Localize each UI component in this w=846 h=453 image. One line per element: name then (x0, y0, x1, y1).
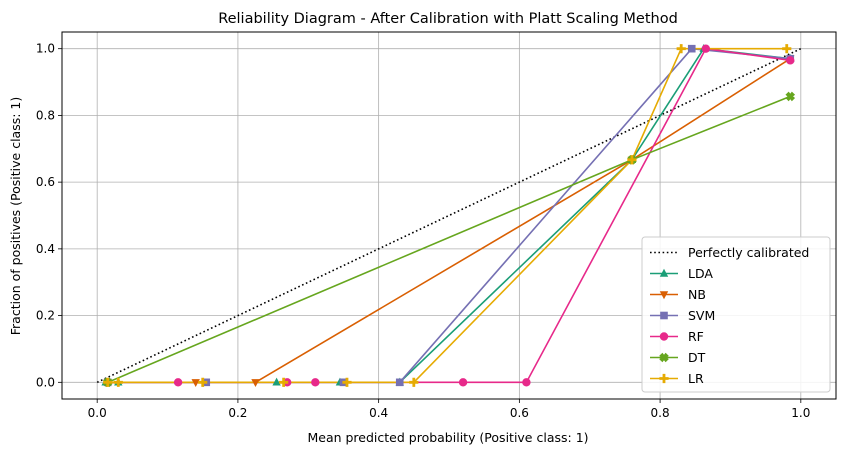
data-point-lr (676, 44, 686, 54)
x-tick-label: 0.0 (88, 406, 107, 420)
data-point-nb (191, 379, 200, 388)
legend-marker-nb (659, 291, 669, 300)
data-point-lr (782, 44, 792, 54)
x-tick-label: 0.4 (369, 406, 388, 420)
data-point-lr (113, 377, 123, 387)
y-tick-label: 0.8 (36, 108, 55, 122)
legend-marker-lda (659, 268, 669, 277)
data-point-svm (687, 44, 696, 53)
data-point-rf (701, 44, 711, 53)
data-point-lr (409, 377, 419, 387)
data-point-lr (103, 377, 113, 387)
data-point-lr (198, 377, 208, 387)
y-tick-label: 0.4 (36, 242, 55, 256)
y-tick-label: 0.6 (36, 175, 55, 189)
plot-frame (61, 31, 837, 400)
x-tick-label: 0.2 (228, 406, 247, 420)
x-axis-ticks: 0.0 0.2 0.4 0.6 0.8 1.0 (88, 399, 810, 420)
legend-marker-lr (659, 373, 669, 384)
legend-label-rf: RF (688, 329, 704, 344)
x-tick-label: 1.0 (791, 406, 810, 420)
data-point-rf (173, 378, 183, 387)
legend-label-dt: DT (688, 350, 706, 365)
data-point-svm (395, 378, 404, 387)
legend-label-lr: LR (688, 371, 704, 386)
legend-label-lda: LDA (688, 266, 713, 281)
data-point-dt (785, 91, 796, 102)
data-point-lr (342, 377, 352, 387)
y-tick-label: 0.2 (36, 309, 55, 323)
data-point-rf (311, 378, 320, 387)
x-axis-label: Mean predicted probability (Positive cla… (307, 430, 588, 445)
y-axis-ticks: 0.0 0.2 0.4 0.6 0.8 1.0 (36, 42, 62, 389)
legend: Perfectly calibrated LDA NB SVM RF DT LR (641, 236, 831, 393)
legend-label-nb: NB (688, 287, 706, 302)
chart-title: Reliability Diagram - After Calibration … (218, 11, 678, 27)
legend-label-svm: SVM (688, 308, 715, 323)
data-point-nb (251, 379, 260, 388)
data-point-lda (272, 377, 281, 386)
y-tick-label: 0.0 (36, 375, 55, 389)
y-axis-label: Fraction of positives (Positive class: 1… (8, 97, 23, 336)
data-point-rf (522, 378, 531, 387)
data-point-lr (627, 155, 637, 165)
data-point-rf (786, 56, 795, 65)
legend-marker-rf (659, 332, 669, 341)
y-tick-label: 1.0 (36, 42, 55, 56)
legend-marker-svm (660, 311, 668, 320)
legend-box (641, 236, 831, 393)
series-markers (101, 43, 796, 388)
legend-marker-dt (659, 352, 669, 363)
data-point-rf (458, 378, 468, 387)
data-point-lr (279, 377, 289, 387)
x-tick-label: 0.6 (510, 406, 529, 420)
x-tick-label: 0.8 (651, 406, 670, 420)
legend-label-perfectly-calibrated: Perfectly calibrated (688, 245, 809, 260)
